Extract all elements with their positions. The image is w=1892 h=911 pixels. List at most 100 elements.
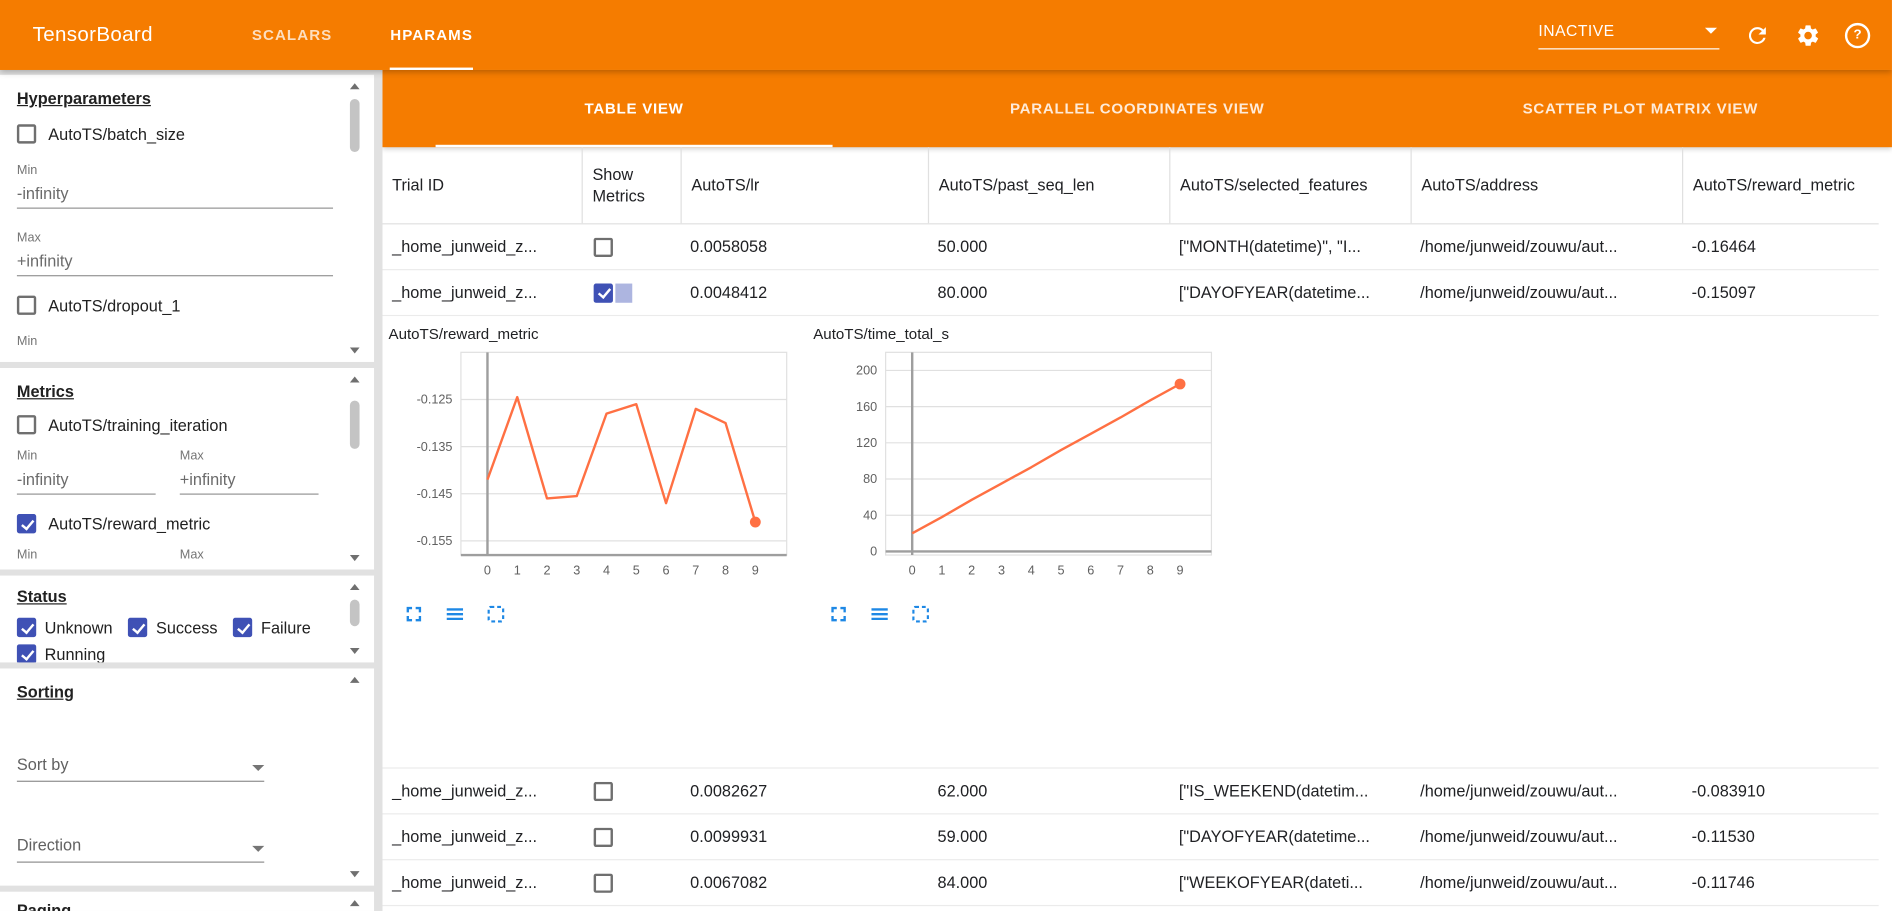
svg-text:-0.135: -0.135 — [417, 440, 453, 454]
col-address: AutoTS/address — [1410, 147, 1682, 224]
tab-parallel-coordinates-view[interactable]: PARALLEL COORDINATES VIEW — [886, 70, 1389, 147]
training-iteration-checkbox[interactable] — [16, 415, 37, 435]
show-metrics-checkbox[interactable] — [593, 237, 613, 257]
scrollbar[interactable] — [349, 583, 361, 654]
status-unknown-checkbox[interactable] — [16, 617, 37, 638]
table-row: _home_junweid_z... 0.0067082 84.000 ["WE… — [382, 860, 1879, 907]
scroll-up-icon[interactable] — [349, 376, 360, 383]
cell-address: /home/junweid/zouwu/aut... — [1420, 873, 1618, 892]
tab-hparams[interactable]: HPARAMS — [361, 0, 502, 70]
status-dropdown-value: INACTIVE — [1538, 21, 1615, 40]
cell-selected-features: ["IS_WEEKEND(datetim... — [1178, 781, 1369, 800]
min-input[interactable]: -infinity — [16, 185, 334, 209]
svg-text:9: 9 — [1177, 563, 1184, 577]
fullscreen-icon[interactable] — [403, 603, 425, 625]
status-running-checkbox[interactable] — [16, 644, 37, 663]
chevron-down-icon — [1704, 27, 1717, 34]
cell-selected-features: ["WEEKOFYEAR(dateti... — [1178, 873, 1363, 892]
col-lr: AutoTS/lr — [680, 147, 928, 224]
max-input[interactable]: +infinity — [16, 252, 334, 277]
svg-text:3: 3 — [998, 563, 1005, 577]
chart-title: AutoTS/time_total_s — [813, 325, 950, 343]
sort-by-dropdown[interactable]: Sort by — [16, 755, 265, 782]
col-reward-metric: AutoTS/reward_metric — [1682, 147, 1879, 224]
cell-selected-features: ["DAYOFYEAR(datetime... — [1178, 283, 1370, 302]
scroll-down-icon[interactable] — [349, 647, 360, 654]
marquee-select-icon[interactable] — [485, 603, 507, 625]
svg-text:-0.145: -0.145 — [417, 487, 453, 501]
svg-text:6: 6 — [1087, 563, 1094, 577]
svg-text:80: 80 — [863, 472, 877, 486]
svg-text:120: 120 — [856, 436, 877, 450]
dropout-checkbox[interactable] — [16, 295, 37, 315]
svg-text:1: 1 — [514, 563, 521, 577]
status-unknown-label: Unknown — [44, 618, 113, 637]
settings-icon[interactable] — [1794, 22, 1821, 49]
scrollbar-thumb[interactable] — [349, 400, 360, 449]
scroll-down-icon[interactable] — [349, 555, 360, 562]
svg-text:6: 6 — [663, 563, 670, 577]
min-label: Min — [16, 448, 38, 464]
reward-metric-line-chart[interactable]: -0.125 -0.135 -0.145 -0.155 0 1 2 3 4 5 6 7 8 9 — [389, 345, 794, 586]
scrollbar[interactable] — [349, 376, 361, 562]
max-label: Max — [179, 547, 204, 563]
batch-size-label: AutoTS/batch_size — [48, 124, 186, 143]
checkbox-ripple — [615, 282, 633, 303]
show-metrics-checkbox[interactable] — [593, 781, 613, 801]
table-row: _home_junweid_z... 0.0058058 50.000 ["MO… — [382, 224, 1879, 271]
show-metrics-checkbox[interactable] — [593, 872, 613, 893]
min-label: Min — [16, 547, 38, 563]
scroll-up-icon[interactable] — [349, 583, 360, 591]
scrollbar-thumb[interactable] — [349, 98, 360, 153]
view-tabs: TABLE VIEW PARALLEL COORDINATES VIEW SCA… — [382, 69, 1892, 148]
show-metrics-checkbox[interactable] — [593, 827, 613, 847]
time-total-line-chart[interactable]: 0 40 80 120 160 200 0 1 2 3 4 5 6 7 8 9 — [813, 345, 1218, 586]
col-trial-id: Trial ID — [392, 175, 445, 194]
svg-text:-0.155: -0.155 — [417, 534, 453, 548]
fullscreen-icon[interactable] — [828, 603, 850, 625]
svg-text:2: 2 — [543, 563, 550, 577]
scrollbar[interactable] — [349, 83, 361, 354]
min-input[interactable]: -infinity — [16, 471, 156, 495]
marquee-select-icon[interactable] — [910, 603, 932, 625]
reward-metric-chart-block: AutoTS/reward_metric -0.125 -0.135 -0.145-… — [389, 326, 814, 768]
status-dropdown[interactable]: INACTIVE — [1538, 21, 1720, 49]
tab-hparams-label: HPARAMS — [390, 26, 473, 44]
tab-table-view[interactable]: TABLE VIEW — [382, 70, 885, 148]
tab-scatter-plot-matrix-view[interactable]: SCATTER PLOT MATRIX VIEW — [1389, 70, 1892, 147]
cell-reward-metric: -0.11530 — [1691, 827, 1755, 846]
cell-address: /home/junweid/zouwu/aut... — [1420, 237, 1618, 256]
tab-scalars-label: SCALARS — [251, 26, 333, 44]
scrollbar-thumb[interactable] — [349, 599, 360, 627]
expanded-metrics-panel: AutoTS/reward_metric -0.125 -0.135 -0.145-… — [382, 316, 1879, 769]
cell-past-seq-len: 62.000 — [937, 781, 988, 800]
scrollbar[interactable] — [349, 676, 361, 878]
scroll-up-icon[interactable] — [349, 900, 360, 907]
help-icon[interactable]: ? — [1844, 22, 1871, 48]
status-failure-checkbox[interactable] — [233, 617, 253, 638]
batch-size-checkbox[interactable] — [16, 124, 37, 144]
line-style-icon[interactable] — [444, 603, 466, 625]
scrollbar[interactable] — [349, 900, 361, 907]
status-section: Status Unknown Success Failure — [0, 575, 375, 663]
direction-dropdown[interactable]: Direction — [16, 836, 265, 863]
svg-text:5: 5 — [1057, 563, 1064, 577]
show-metrics-checkbox[interactable] — [593, 282, 613, 303]
status-title: Status — [16, 587, 67, 606]
hparams-main: TABLE VIEW PARALLEL COORDINATES VIEW SCA… — [382, 69, 1892, 911]
line-style-icon[interactable] — [869, 603, 891, 625]
reward-metric-checkbox[interactable] — [16, 514, 37, 534]
paging-title: Paging — [16, 901, 72, 911]
status-success-checkbox[interactable] — [128, 617, 148, 638]
scroll-up-icon[interactable] — [349, 676, 360, 683]
tab-scalars[interactable]: SCALARS — [223, 0, 361, 70]
cell-reward-metric: -0.083910 — [1691, 781, 1766, 800]
chart-toolbar — [403, 603, 813, 625]
scroll-down-icon[interactable] — [349, 871, 360, 878]
svg-text:40: 40 — [863, 508, 877, 522]
scroll-down-icon[interactable] — [349, 347, 360, 354]
cell-reward-metric: -0.11746 — [1691, 873, 1755, 892]
refresh-icon[interactable] — [1744, 22, 1771, 49]
scroll-up-icon[interactable] — [349, 83, 360, 90]
max-input[interactable]: +infinity — [179, 471, 319, 495]
